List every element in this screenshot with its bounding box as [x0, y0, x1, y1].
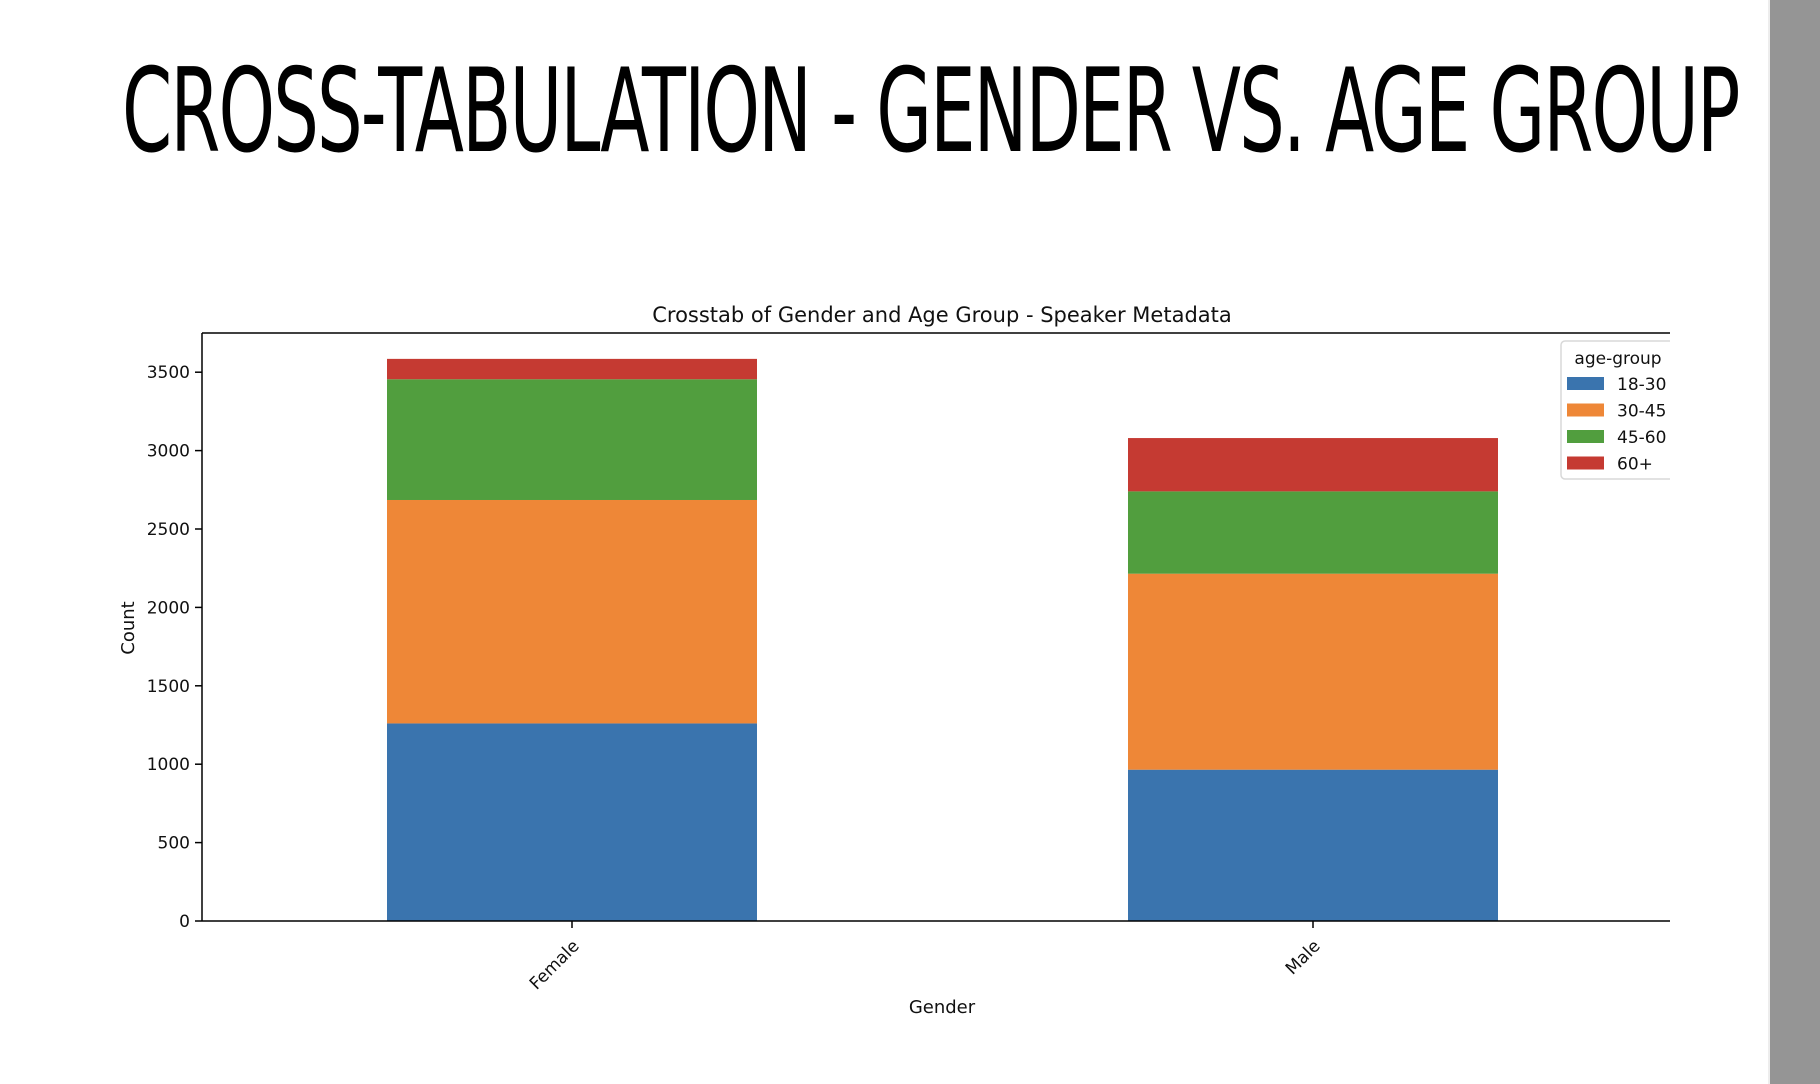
legend-swatch	[1567, 377, 1604, 390]
bar-female-30-45	[387, 499, 757, 724]
bar-female-60plus	[387, 358, 757, 380]
stacked-bar-chart: Crosstab of Gender and Age Group - Speak…	[118, 303, 1768, 1018]
legend-label: 45-60	[1617, 428, 1666, 448]
bars-group	[387, 358, 1498, 921]
crop-mask	[1670, 330, 1768, 500]
y-tick-label: 2500	[147, 520, 190, 540]
x-tick-label: Male	[1282, 936, 1325, 979]
y-axis-ticks: 0 500 1000 1500 2000 2500 3000 3500	[147, 363, 202, 932]
x-axis-label: Gender	[909, 997, 976, 1018]
y-tick-label: 1500	[147, 677, 190, 697]
slide-title: CROSS-TABULATION - GENDER VS. AGE GROUP	[122, 44, 1740, 179]
scrollbar-thumb[interactable]	[1770, 0, 1820, 1084]
x-tick-label: Female	[526, 936, 584, 994]
chart-title: Crosstab of Gender and Age Group - Speak…	[652, 303, 1232, 327]
legend-label: 18-30	[1617, 375, 1666, 395]
y-tick-label: 1000	[147, 755, 190, 775]
slide: CROSS-TABULATION - GENDER VS. AGE GROUP …	[118, 44, 1768, 1018]
bar-male-30-45	[1128, 573, 1498, 770]
legend: age-group 18-30 30-45 45-60 60+	[1560, 330, 1768, 500]
y-tick-label: 3500	[147, 363, 190, 383]
legend-swatch	[1567, 430, 1604, 443]
y-tick-label: 500	[158, 834, 190, 854]
vertical-scrollbar[interactable]	[1768, 0, 1820, 1084]
y-tick-label: 2000	[147, 598, 190, 618]
bar-female-18-30	[387, 723, 757, 921]
legend-swatch	[1567, 403, 1604, 417]
plot-frame	[201, 332, 1670, 922]
bar-female-45-60	[387, 379, 757, 500]
bar-male-18-30	[1128, 769, 1498, 921]
legend-label: 60+	[1617, 455, 1653, 475]
y-tick-label: 3000	[147, 442, 190, 462]
y-tick-label: 0	[179, 912, 190, 932]
y-axis-label: Count	[118, 601, 139, 654]
x-axis-ticks: Female Male	[526, 921, 1325, 994]
bar-male-45-60	[1128, 491, 1498, 574]
bar-male-60plus	[1128, 438, 1498, 492]
legend-swatch	[1567, 456, 1604, 470]
legend-title: age-group	[1574, 349, 1661, 369]
legend-label: 30-45	[1617, 402, 1666, 422]
